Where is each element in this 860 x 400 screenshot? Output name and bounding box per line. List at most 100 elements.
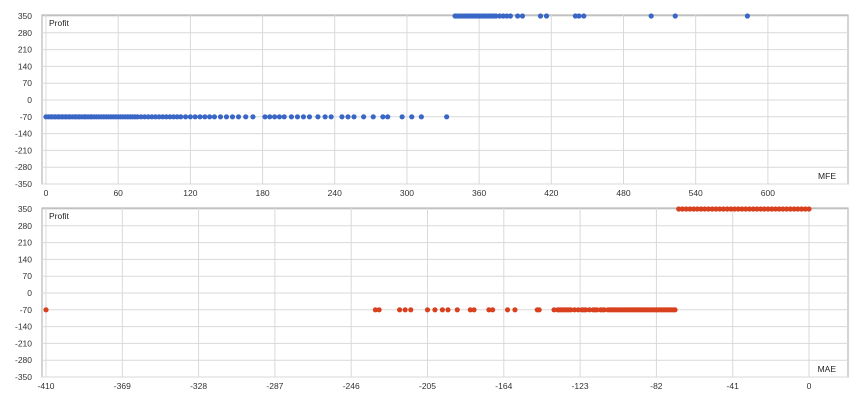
y-tick-labels: 350 280 210 140 70 0 -70 -140 -210 -280 -350 — [15, 11, 32, 189]
data-point — [572, 13, 578, 19]
data-point — [694, 206, 700, 212]
data-point — [709, 206, 715, 212]
data-point — [720, 206, 726, 212]
x-tick-label: 0 — [807, 381, 812, 391]
data-point — [586, 307, 593, 313]
x-tick-label: -369 — [114, 381, 131, 391]
data-point — [134, 114, 141, 120]
data-point — [698, 206, 704, 212]
data-points — [43, 13, 751, 120]
data-point — [229, 114, 236, 120]
data-point — [568, 307, 574, 313]
x-tick-label: -164 — [495, 381, 512, 391]
y-tick-label: 350 — [18, 11, 32, 21]
y-tick-label: -350 — [15, 179, 32, 189]
data-point — [672, 13, 678, 19]
data-point — [576, 13, 582, 19]
data-point — [776, 206, 782, 212]
data-point — [380, 114, 386, 120]
x-tick-label: -41 — [727, 381, 740, 391]
data-point — [780, 206, 786, 212]
data-point — [300, 114, 307, 120]
data-point — [601, 307, 607, 313]
x-tick-label: -246 — [343, 381, 360, 391]
data-point — [551, 307, 557, 313]
data-point — [267, 114, 273, 120]
y-tick-label: -350 — [15, 372, 32, 382]
data-point — [138, 114, 144, 120]
data-point — [361, 114, 367, 120]
data-point — [211, 114, 218, 120]
data-point — [679, 206, 686, 212]
x-tick-label: 60 — [113, 188, 123, 198]
data-point — [743, 206, 749, 212]
data-point — [683, 206, 689, 212]
data-point — [648, 13, 654, 19]
data-point — [735, 206, 741, 212]
x-tick-label: 540 — [689, 188, 703, 198]
data-point — [717, 206, 723, 212]
data-point — [519, 13, 526, 19]
data-point — [276, 114, 283, 120]
x-axis-label: MAE — [818, 364, 837, 374]
data-point — [402, 307, 408, 313]
data-point — [145, 114, 151, 120]
data-point — [798, 206, 805, 212]
x-tick-label: -123 — [572, 381, 589, 391]
y-tick-label: 210 — [18, 45, 32, 55]
data-point — [445, 307, 451, 313]
data-point — [178, 114, 184, 120]
y-tick-label: 140 — [18, 254, 32, 264]
y-tick-label: -70 — [20, 305, 33, 315]
data-point — [142, 114, 148, 120]
data-point — [537, 13, 544, 19]
data-point — [294, 114, 301, 120]
x-tick-labels: -410 -369 -328 -287 -246 -205 -164 -123 -82 -41 0 — [37, 381, 811, 391]
data-point — [197, 114, 203, 120]
data-point — [687, 206, 693, 212]
x-tick-label: 360 — [472, 188, 486, 198]
data-point — [182, 114, 189, 120]
data-point — [439, 307, 445, 313]
y-tick-label: 70 — [23, 78, 33, 88]
y-tick-label: -210 — [15, 145, 32, 155]
y-axis-label: Profit — [49, 211, 69, 221]
data-point — [575, 307, 581, 313]
data-point — [152, 114, 159, 120]
data-point — [746, 206, 753, 212]
data-point — [192, 114, 198, 120]
data-point — [583, 307, 589, 313]
data-point — [262, 114, 268, 120]
data-point — [454, 307, 460, 313]
data-point — [581, 13, 587, 19]
y-tick-label: 0 — [27, 288, 32, 298]
data-point — [496, 13, 503, 19]
data-point — [339, 114, 345, 120]
mae-scatter-chart: -410 -369 -328 -287 -246 -205 -164 -123 -82 -41 0 … — [15, 204, 849, 391]
data-point — [731, 206, 738, 212]
data-point — [385, 114, 391, 120]
x-tick-label: -82 — [650, 381, 663, 391]
data-point — [160, 114, 166, 120]
data-point — [351, 114, 357, 120]
data-point — [370, 114, 376, 120]
y-tick-label: -70 — [20, 112, 33, 122]
data-point — [806, 206, 812, 212]
mfe-scatter-chart: 0 60 120 180 240 300 360 420 480 540 600 350 280 210… — [15, 11, 849, 198]
data-point — [174, 114, 180, 120]
data-point — [758, 206, 764, 212]
data-point — [372, 307, 378, 313]
data-point — [408, 307, 414, 313]
x-tick-label: 480 — [616, 188, 630, 198]
grid-lines — [42, 15, 848, 185]
data-point — [515, 13, 521, 19]
data-point — [271, 114, 278, 120]
y-tick-label: -210 — [15, 338, 32, 348]
data-point — [765, 206, 771, 212]
data-point — [424, 307, 431, 313]
data-point — [728, 206, 734, 212]
data-point — [163, 114, 169, 120]
data-point — [691, 206, 697, 212]
x-tick-labels: 0 60 120 180 240 300 360 420 480 540 600 — [44, 188, 776, 198]
